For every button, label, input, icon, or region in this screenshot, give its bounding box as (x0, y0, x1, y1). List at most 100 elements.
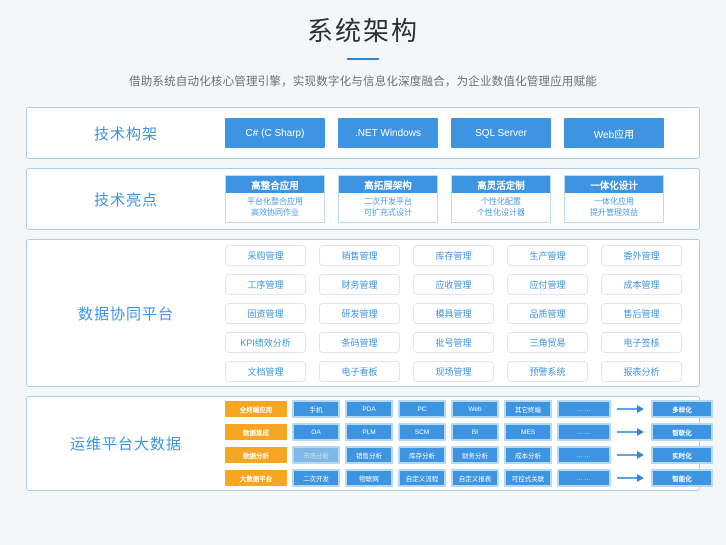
module-pill-7[interactable]: 应收管理 (413, 273, 494, 295)
highlight-card-line-2-0: 个性化配置 (481, 197, 521, 206)
arrow-right-icon (616, 469, 646, 487)
section-label-data-platform: 数据协同平台 (77, 305, 174, 323)
big-data-outcome-3[interactable]: 智能化 (651, 469, 713, 487)
big-data-category-3[interactable]: 大数据平台 (225, 470, 287, 486)
big-data-item-0-3[interactable]: Web (451, 400, 499, 418)
big-data-ellipsis-3: …… (557, 469, 611, 487)
module-pill-19[interactable]: 电子签核 (601, 331, 682, 353)
big-data-ellipsis-2: …… (557, 446, 611, 464)
big-data-ellipsis-1: …… (557, 423, 611, 441)
highlight-card-line-0-0: 平台化整合应用 (247, 197, 303, 206)
highlight-card-row: 高整合应用 平台化整合应用 高效协同作业 高拓展架构 二次开发平台 可扩充式设计 高灵活定制… (225, 175, 689, 223)
highlight-card-line-3-1: 提升管理效益 (590, 208, 638, 217)
big-data-item-0-4[interactable]: 其它终端 (504, 400, 552, 418)
section-label-tech-stack: 技术构架 (93, 125, 158, 143)
big-data-item-1-2[interactable]: SCM (398, 423, 446, 441)
highlight-card-title-2: 高灵活定制 (452, 176, 550, 193)
big-data-item-1-1[interactable]: PLM (345, 423, 393, 441)
module-pill-15[interactable]: KPI绩效分析 (225, 331, 306, 353)
highlight-card-line-2-1: 个性化设计器 (477, 208, 525, 217)
module-pill-12[interactable]: 模具管理 (413, 302, 494, 324)
section-body-highlights: 高整合应用 平台化整合应用 高效协同作业 高拓展架构 二次开发平台 可扩充式设计 高灵活定制… (225, 164, 699, 234)
module-grid: 采购管理 销售管理 库存管理 生产管理 委外管理工序管理 财务管理 应收管理 应付管理 成本管理… (225, 244, 689, 382)
module-pill-24[interactable]: 报表分析 (601, 360, 682, 382)
module-pill-22[interactable]: 现场管理 (413, 360, 494, 382)
highlight-card-body-1: 二次开发平台 可扩充式设计 (339, 193, 437, 222)
module-pill-14[interactable]: 售后管理 (601, 302, 682, 324)
module-pill-4[interactable]: 委外管理 (601, 244, 682, 266)
sections-container: 技术构架 C# (C Sharp) .NET Windows SQL Server W… (0, 89, 726, 491)
big-data-category-1[interactable]: 数据集成 (225, 424, 287, 440)
section-label-big-data: 运维平台大数据 (69, 436, 182, 453)
big-data-item-3-0[interactable]: 二次开发 (292, 469, 340, 487)
arrow-right-icon (616, 423, 646, 441)
section-body-tech-stack: C# (C Sharp) .NET Windows SQL Server Web应用 (225, 107, 699, 159)
big-data-item-3-1[interactable]: 物联网 (345, 469, 393, 487)
big-data-item-2-2[interactable]: 库存分析 (398, 446, 446, 464)
big-data-item-1-0[interactable]: OA (292, 423, 340, 441)
module-pill-9[interactable]: 成本管理 (601, 273, 682, 295)
highlight-card-body-0: 平台化整合应用 高效协同作业 (226, 193, 324, 222)
module-pill-13[interactable]: 品质管理 (507, 302, 588, 324)
module-pill-10[interactable]: 固资管理 (225, 302, 306, 324)
big-data-item-3-4[interactable]: 可控式关联 (504, 469, 552, 487)
module-pill-17[interactable]: 批号管理 (413, 331, 494, 353)
big-data-item-0-2[interactable]: PC (398, 400, 446, 418)
tech-stack-button-row: C# (C Sharp) .NET Windows SQL Server Web应用 (225, 118, 689, 148)
big-data-item-3-2[interactable]: 自定义流程 (398, 469, 446, 487)
big-data-item-2-1[interactable]: 销售分析 (345, 446, 393, 464)
big-data-item-1-3[interactable]: BI (451, 423, 499, 441)
highlight-card-1[interactable]: 高拓展架构 二次开发平台 可扩充式设计 (338, 175, 438, 223)
tech-stack-button-0[interactable]: C# (C Sharp) (225, 118, 325, 148)
big-data-outcome-1[interactable]: 智联化 (651, 423, 713, 441)
highlight-card-body-3: 一体化应用提升管理效益 (565, 193, 663, 222)
module-pill-6[interactable]: 财务管理 (319, 273, 400, 295)
module-pill-23[interactable]: 预警系统 (507, 360, 588, 382)
highlight-card-line-0-1: 高效协同作业 (251, 208, 299, 217)
tech-stack-button-1[interactable]: .NET Windows (338, 118, 438, 148)
highlight-card-title-1: 高拓展架构 (339, 176, 437, 193)
tech-stack-button-3[interactable]: Web应用 (564, 118, 664, 148)
big-data-category-2[interactable]: 数据分析 (225, 447, 287, 463)
section-highlights: 技术亮点 高整合应用 平台化整合应用 高效协同作业 高拓展架构 二次开发平台 可扩充式设计… (26, 168, 700, 230)
highlight-card-2[interactable]: 高灵活定制个性化配置个性化设计器 (451, 175, 551, 223)
tech-stack-button-2[interactable]: SQL Server (451, 118, 551, 148)
module-pill-21[interactable]: 电子看板 (319, 360, 400, 382)
big-data-item-2-4[interactable]: 成本分析 (504, 446, 552, 464)
module-pill-1[interactable]: 销售管理 (319, 244, 400, 266)
highlight-card-line-1-0: 二次开发平台 (364, 197, 412, 206)
module-pill-0[interactable]: 采购管理 (225, 244, 306, 266)
big-data-item-0-1[interactable]: PDA (345, 400, 393, 418)
page-subtitle: 借助系统自动化核心管理引擎，实现数字化与信息化深度融合，为企业数值化管理应用赋能 (129, 76, 597, 88)
module-pill-18[interactable]: 三角贸易 (507, 331, 588, 353)
big-data-grid: 全终端应用 手机 PDA PC Web 其它终端 …… 多样化数据集成 OA PLM SCM BI ME… (225, 400, 713, 487)
module-pill-20[interactable]: 文档管理 (225, 360, 306, 382)
big-data-outcome-2[interactable]: 实时化 (651, 446, 713, 464)
module-pill-8[interactable]: 应付管理 (507, 273, 588, 295)
module-pill-16[interactable]: 条码管理 (319, 331, 400, 353)
big-data-category-0[interactable]: 全终端应用 (225, 401, 287, 417)
big-data-item-2-0[interactable]: 市场分析 (292, 446, 340, 464)
highlight-card-title-3: 一体化设计 (565, 176, 663, 193)
section-body-data-platform: 采购管理 销售管理 库存管理 生产管理 委外管理工序管理 财务管理 应收管理 应付管理 成本管理… (225, 234, 699, 393)
big-data-item-0-0[interactable]: 手机 (292, 400, 340, 418)
highlight-card-line-3-0: 一体化应用 (594, 197, 634, 206)
big-data-item-2-3[interactable]: 财务分析 (451, 446, 499, 464)
section-big-data: 运维平台大数据 全终端应用 手机 PDA PC Web 其它终端 …… 多样化数据集成 OA PL… (26, 396, 713, 491)
highlight-card-3[interactable]: 一体化设计一体化应用提升管理效益 (564, 175, 664, 223)
page-header: 系统架构 借助系统自动化核心管理引擎，实现数字化与信息化深度融合，为企业数值化管… (0, 0, 726, 89)
module-pill-3[interactable]: 生产管理 (507, 244, 588, 266)
highlight-card-title-0: 高整合应用 (226, 176, 324, 193)
highlight-card-0[interactable]: 高整合应用 平台化整合应用 高效协同作业 (225, 175, 325, 223)
page-title: 系统架构 (306, 16, 419, 46)
arrow-right-icon (616, 400, 646, 418)
big-data-outcome-0[interactable]: 多样化 (651, 400, 713, 418)
module-pill-11[interactable]: 研发管理 (319, 302, 400, 324)
highlight-card-body-2: 个性化配置个性化设计器 (452, 193, 550, 222)
title-underline-rule (347, 58, 379, 60)
big-data-item-1-4[interactable]: MES (504, 423, 552, 441)
big-data-item-3-3[interactable]: 自定义报表 (451, 469, 499, 487)
module-pill-2[interactable]: 库存管理 (413, 244, 494, 266)
module-pill-5[interactable]: 工序管理 (225, 273, 306, 295)
